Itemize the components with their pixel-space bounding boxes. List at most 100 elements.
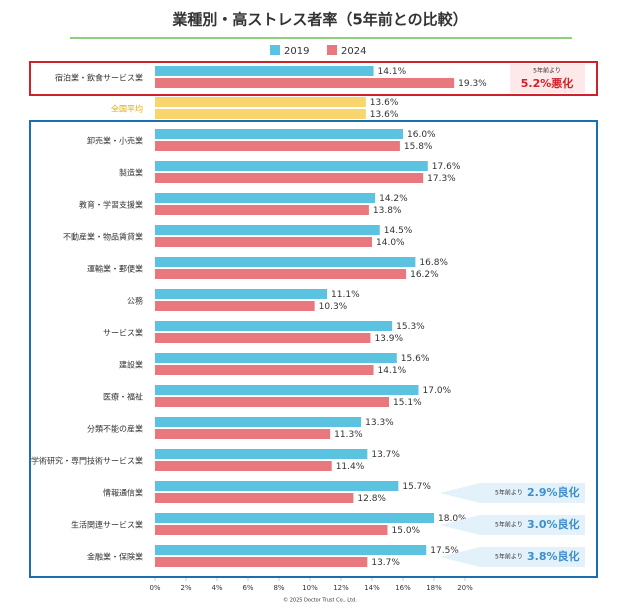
category-label: 建設業 [119, 360, 143, 370]
value-label: 19.3% [458, 79, 487, 89]
x-tick-label: 16% [395, 584, 411, 592]
value-label: 10.3% [319, 302, 348, 312]
value-label: 15.0% [392, 526, 421, 536]
value-label: 15.3% [396, 322, 425, 332]
bar [155, 525, 388, 535]
value-label: 15.8% [404, 142, 433, 152]
bar [155, 417, 362, 427]
category-label: 学術研究・専門技術サービス業 [31, 456, 143, 466]
value-label: 13.8% [373, 206, 402, 216]
bar [155, 353, 397, 363]
category-label: 教育・学習支援業 [79, 200, 143, 210]
callout [440, 515, 585, 535]
bar [155, 513, 434, 523]
category-label: 製造業 [119, 168, 143, 178]
bar [155, 493, 354, 503]
callout-lead: 5年前より [533, 67, 561, 75]
bar [155, 141, 400, 151]
category-label: 不動産業・物品賃貸業 [63, 232, 143, 242]
value-label: 14.1% [378, 366, 407, 376]
bar [155, 449, 368, 459]
bar [155, 397, 390, 407]
bar [155, 109, 366, 119]
category-label: 医療・福祉 [103, 392, 143, 402]
bar [155, 481, 399, 491]
x-tick-label: 4% [211, 584, 222, 592]
callout-text: 3.8%良化 [527, 549, 580, 563]
value-label: 13.6% [370, 98, 399, 108]
value-label: 14.2% [379, 194, 408, 204]
bar [155, 333, 371, 343]
value-label: 11.3% [334, 430, 363, 440]
value-label: 13.6% [370, 110, 399, 120]
value-label: 17.3% [427, 174, 456, 184]
footer: © 2025 Doctor Trust Co., Ltd. [283, 597, 357, 604]
callout-lead: 5年前より [495, 489, 523, 497]
value-label: 15.7% [402, 482, 431, 492]
bar [155, 385, 419, 395]
value-label: 16.2% [410, 270, 439, 280]
category-label: 公務 [127, 296, 143, 306]
bar [155, 461, 332, 471]
category-label: サービス業 [103, 328, 143, 338]
bar [155, 321, 393, 331]
callout-text: 3.0%良化 [527, 517, 580, 531]
x-tick-label: 8% [273, 584, 284, 592]
x-tick-label: 6% [242, 584, 253, 592]
value-label: 17.0% [423, 386, 452, 396]
bar [155, 237, 372, 247]
callout-lead: 5年前より [495, 553, 523, 561]
value-label: 13.7% [371, 450, 400, 460]
legend-label: 2024 [341, 46, 366, 57]
chart-title: 業種別・高ストレス者率（5年前との比較） [171, 11, 467, 29]
x-tick-label: 18% [426, 584, 442, 592]
bar [155, 545, 427, 555]
category-label: 金融業・保険業 [87, 552, 143, 562]
bar [155, 66, 374, 76]
bar [155, 205, 369, 215]
category-label: 生活関連サービス業 [71, 520, 143, 530]
callout [440, 547, 585, 567]
bar [155, 289, 328, 299]
bar [155, 173, 424, 183]
category-label: 卸売業・小売業 [87, 136, 143, 146]
x-tick-label: 0% [149, 584, 160, 592]
x-tick-label: 20% [457, 584, 473, 592]
bar [155, 161, 428, 171]
value-label: 13.7% [371, 558, 400, 568]
value-label: 17.6% [432, 162, 461, 172]
highlight-box [29, 61, 598, 96]
x-tick-label: 14% [364, 584, 380, 592]
bar [155, 301, 315, 311]
x-tick-label: 10% [302, 584, 318, 592]
value-label: 17.5% [430, 546, 459, 556]
x-tick-label: 12% [333, 584, 349, 592]
value-label: 15.1% [393, 398, 422, 408]
x-tick-label: 2% [180, 584, 191, 592]
value-label: 14.0% [376, 238, 405, 248]
bar [155, 225, 380, 235]
value-label: 16.8% [419, 258, 448, 268]
value-label: 12.8% [357, 494, 386, 504]
bar [155, 557, 368, 567]
value-label: 11.4% [336, 462, 365, 472]
value-label: 15.6% [401, 354, 430, 364]
value-label: 16.0% [407, 130, 436, 140]
category-label: 全国平均 [111, 104, 143, 114]
value-label: 14.1% [378, 67, 407, 77]
bar [155, 269, 407, 279]
callout-text: 5.2%悪化 [521, 76, 574, 90]
value-label: 18.0% [438, 514, 467, 524]
value-label: 11.1% [331, 290, 360, 300]
callout [440, 483, 585, 503]
legend-swatch [270, 45, 280, 55]
callout [510, 64, 585, 93]
bar [155, 365, 374, 375]
bar [155, 78, 455, 88]
legend-swatch [327, 45, 337, 55]
bar [155, 129, 403, 139]
legend-label: 2019 [284, 46, 309, 57]
value-label: 13.9% [374, 334, 403, 344]
bar [155, 429, 331, 439]
